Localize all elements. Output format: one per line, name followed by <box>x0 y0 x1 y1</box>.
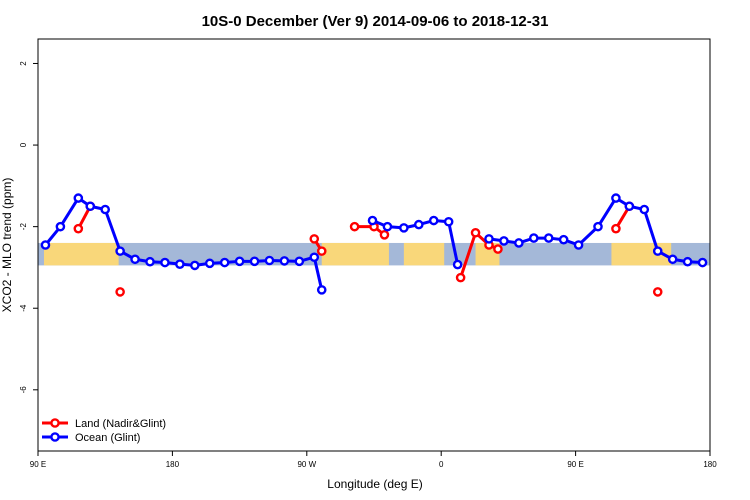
series-ocean-point <box>367 215 378 226</box>
legend-ocean-marker <box>50 432 60 442</box>
series-ocean-point <box>499 236 509 246</box>
series-ocean-point <box>309 252 320 263</box>
series-land-point <box>493 244 503 254</box>
band-land <box>321 242 389 266</box>
series-ocean-point <box>528 233 539 243</box>
series-ocean-point <box>264 255 275 266</box>
band-land <box>43 242 119 266</box>
series-ocean-point <box>624 201 635 212</box>
series-land-point <box>115 287 125 297</box>
series-ocean-point <box>543 233 554 243</box>
series-land-point <box>349 221 360 232</box>
series-ocean-point <box>130 254 140 265</box>
series-ocean-point <box>558 234 569 245</box>
series-ocean-point <box>682 256 693 267</box>
series-ocean-point <box>484 234 494 244</box>
series-ocean-point <box>189 260 200 271</box>
y-tick-label: 0 <box>19 142 28 147</box>
x-tick-label: 90 E <box>567 460 583 469</box>
series-ocean-point <box>697 257 708 268</box>
legend: Land (Nadir&Glint) Ocean (Glint) <box>42 418 166 444</box>
y-tick-label: -6 <box>19 386 28 394</box>
series-ocean-point <box>573 240 584 250</box>
series-ocean-point <box>175 259 185 269</box>
series-ocean-point <box>452 259 463 270</box>
y-tick-label: -2 <box>19 223 28 231</box>
series-land-point <box>652 287 663 297</box>
series-land-point <box>611 223 621 234</box>
series-ocean-point <box>382 221 393 232</box>
band-layer <box>38 242 710 266</box>
series-ocean-point <box>443 216 454 227</box>
y-tick-label: 2 <box>19 61 28 66</box>
series-ocean-point <box>249 256 260 267</box>
series-ocean-point <box>639 204 650 215</box>
series-ocean-point <box>145 256 155 267</box>
series-ocean-point <box>611 193 621 203</box>
x-tick-label: 90 E <box>30 460 46 469</box>
series-ocean-point <box>234 256 245 267</box>
series-land-point <box>316 246 327 256</box>
axis-ticks: 90 E 180 90 W 0 90 E 180 2 0 -2 -4 -6 <box>19 61 717 469</box>
series-ocean-point <box>593 221 603 232</box>
series-ocean <box>40 193 708 295</box>
series-ocean-point <box>652 246 663 256</box>
y-axis-label: XCO2 - MLO trend (ppm) <box>0 178 14 313</box>
series-land-point <box>470 227 481 238</box>
series-land <box>73 201 663 297</box>
series-ocean-point <box>40 240 51 250</box>
legend-ocean-label: Ocean (Glint) <box>75 432 140 444</box>
series-land-line <box>459 231 499 279</box>
x-tick-label: 180 <box>703 460 717 469</box>
series-ocean-point <box>85 201 96 212</box>
series-ocean-point <box>204 258 215 269</box>
series-land-point <box>379 230 390 240</box>
chart-title: 10S-0 December (Ver 9) 2014-09-06 to 201… <box>202 13 549 30</box>
series-ocean-point <box>399 223 409 233</box>
series-ocean-point <box>294 256 305 267</box>
y-tick-label: -4 <box>19 304 28 312</box>
series-land-point <box>455 272 466 283</box>
series-land-point <box>309 234 320 244</box>
series-ocean-point <box>279 256 290 266</box>
series-ocean-point <box>514 238 524 248</box>
band-land <box>403 242 445 266</box>
series-ocean-point <box>413 219 424 230</box>
series-land-point <box>73 223 84 234</box>
series-ocean-point <box>160 257 170 268</box>
x-tick-label: 0 <box>439 460 444 469</box>
plot-frame <box>37 38 711 452</box>
series-ocean-point <box>115 246 125 256</box>
series-ocean-point <box>667 254 678 265</box>
series-ocean-point <box>100 204 110 215</box>
series-layer <box>40 193 708 297</box>
x-tick-label: 180 <box>166 460 180 469</box>
series-ocean-point <box>428 215 439 226</box>
series-ocean-point <box>316 285 327 295</box>
x-axis-label: Longitude (deg E) <box>327 477 422 491</box>
legend-land-marker <box>50 418 60 428</box>
series-ocean-point <box>55 221 66 232</box>
x-tick-label: 90 W <box>297 460 316 469</box>
legend-land-label: Land (Nadir&Glint) <box>75 418 166 430</box>
series-ocean-point <box>73 193 84 203</box>
series-ocean-point <box>219 257 230 268</box>
